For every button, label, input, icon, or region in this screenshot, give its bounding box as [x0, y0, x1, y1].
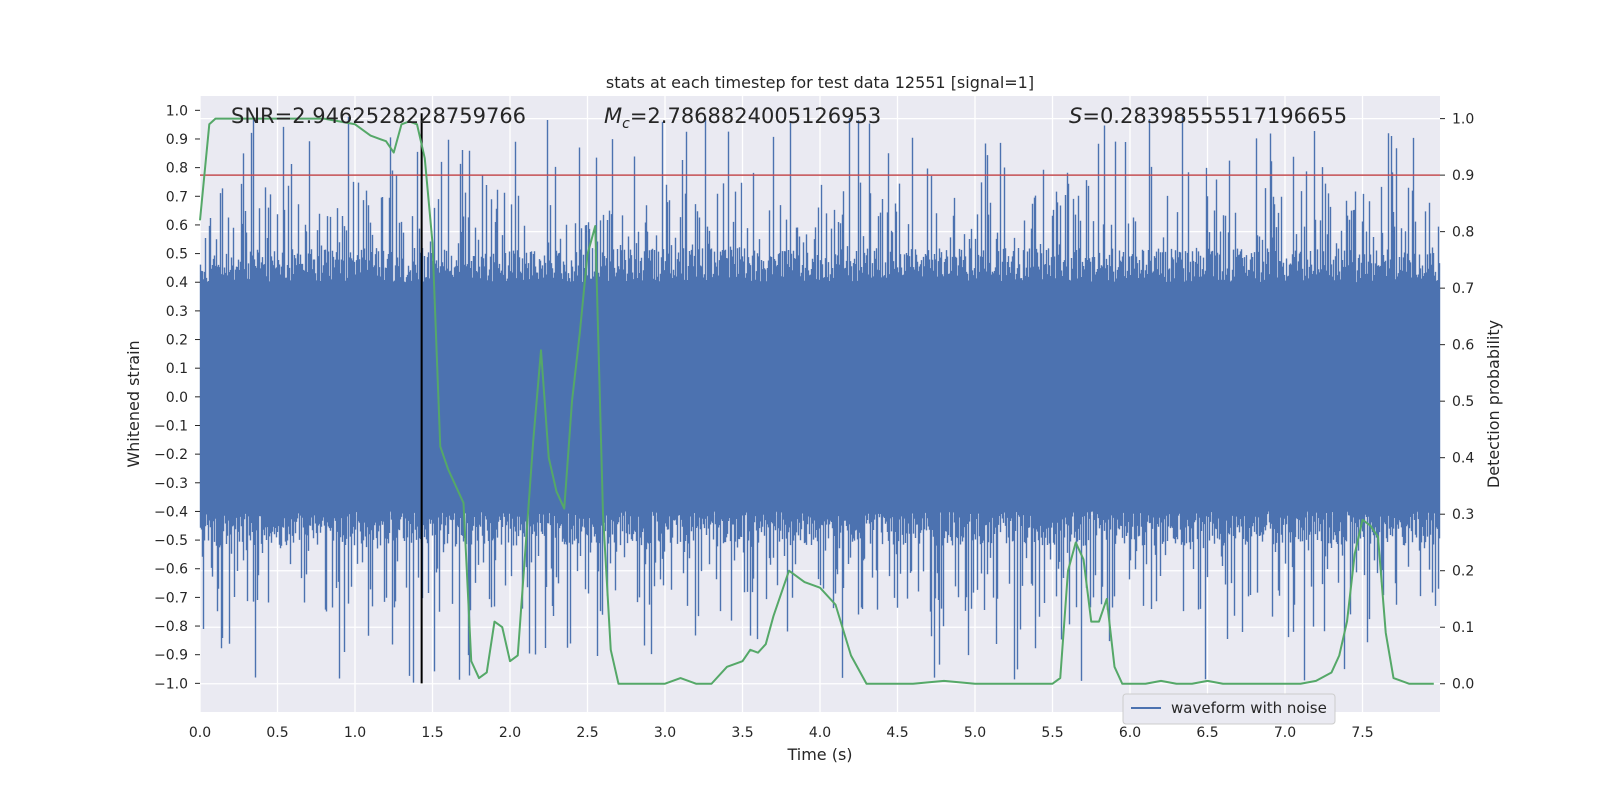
y-right-tick-label: 0.9 [1452, 168, 1474, 184]
chart-title: stats at each timestep for test data 125… [606, 73, 1034, 92]
x-tick-label: 6.5 [1196, 725, 1218, 741]
legend: waveform with noise [1122, 693, 1336, 725]
y-left-tick-label: −0.2 [154, 447, 188, 463]
y-right-tick-label: 0.1 [1452, 620, 1474, 636]
snr-annotation: SNR=2.9462528228759766 [231, 104, 526, 128]
x-tick-label: 3.0 [654, 725, 676, 741]
y-right-tick-label: 1.0 [1452, 112, 1474, 128]
detection-probability-line [199, 117, 1434, 685]
y-left-tick-label: 0.3 [166, 304, 188, 320]
x-tick-label: 5.5 [1041, 725, 1063, 741]
y-right-tick-label: 0.8 [1452, 225, 1474, 241]
y-right-tick-label: 0.7 [1452, 281, 1474, 297]
y-right-tick-label: 0.5 [1452, 394, 1474, 410]
y-left-tick-label: −0.6 [154, 562, 188, 578]
y-left-axis-title: Whitened strain [124, 340, 143, 467]
y-left-tick-label: −0.4 [154, 504, 188, 520]
chirp-mass-subscript: c [622, 116, 630, 132]
y-right-tick-label: 0.6 [1452, 338, 1474, 354]
x-tick-label: 0.0 [189, 725, 211, 741]
y-left-tick-label: −0.5 [154, 533, 188, 549]
detection-series [199, 117, 1434, 685]
legend-label: waveform with noise [1171, 699, 1327, 717]
y-left-axis-ticks: 1.0 0.9 0.8 0.7 0.6 0.5 0.4 0.3 0.2 0.1 0.0 −0.1 −0.… [154, 103, 200, 692]
x-tick-label: 1.5 [421, 725, 443, 741]
y-left-tick-label: −0.7 [154, 590, 188, 606]
y-left-tick-label: 0.7 [166, 189, 188, 205]
s-symbol: S [1069, 104, 1082, 128]
y-left-tick-label: 0.1 [166, 361, 188, 377]
s-value: =0.28398555517196655 [1082, 104, 1347, 128]
x-tick-label: 7.5 [1351, 725, 1373, 741]
y-right-tick-label: 0.0 [1452, 677, 1474, 693]
y-right-tick-label: 0.3 [1452, 507, 1474, 523]
y-right-tick-label: 0.2 [1452, 564, 1474, 580]
waveform-line [199, 116, 1441, 683]
y-left-tick-label: 0.8 [166, 161, 188, 177]
x-tick-label: 4.0 [809, 725, 831, 741]
y-left-tick-label: 0.2 [166, 333, 188, 349]
x-tick-label: 2.5 [576, 725, 598, 741]
y-left-tick-label: 0.9 [166, 132, 188, 148]
chirp-mass-symbol: M [604, 104, 622, 128]
y-left-tick-label: −0.9 [154, 648, 188, 664]
legend-box [1122, 693, 1336, 725]
y-left-tick-label: 0.6 [166, 218, 188, 234]
y-left-tick-label: −0.3 [154, 476, 188, 492]
waveform-series [199, 116, 1441, 683]
x-tick-label: 5.0 [964, 725, 986, 741]
x-tick-label: 7.0 [1274, 725, 1296, 741]
x-axis-title: Time (s) [786, 745, 852, 764]
y-left-tick-label: −1.0 [154, 676, 188, 692]
y-right-tick-label: 0.4 [1452, 451, 1474, 467]
y-left-tick-label: 0.4 [166, 275, 188, 291]
x-tick-label: 3.5 [731, 725, 753, 741]
y-left-tick-label: 0.5 [166, 247, 188, 263]
x-tick-label: 0.5 [266, 725, 288, 741]
chirp-mass-annotation: Mc=2.7868824005126953 [604, 104, 881, 132]
y-left-tick-label: −0.8 [154, 619, 188, 635]
y-left-tick-label: −0.1 [154, 418, 188, 434]
x-tick-label: 6.0 [1119, 725, 1141, 741]
s-annotation: S=0.28398555517196655 [1069, 104, 1347, 128]
x-tick-label: 1.0 [344, 725, 366, 741]
y-left-tick-label: 0.0 [166, 390, 188, 406]
y-left-tick-label: 1.0 [166, 103, 188, 119]
x-tick-label: 2.0 [499, 725, 521, 741]
x-axis-ticks: 0.0 0.5 1.0 1.5 2.0 2.5 3.0 3.5 4.0 4.5 5.0 5.5 6.0 6… [189, 725, 1374, 741]
y-right-axis-ticks: 1.0 0.9 0.8 0.7 0.6 0.5 0.4 0.3 0.2 0.1 0.0 [1440, 112, 1474, 693]
y-right-axis-title: Detection probability [1484, 320, 1503, 488]
x-tick-label: 4.5 [886, 725, 908, 741]
chirp-mass-value: =2.7868824005126953 [630, 104, 881, 128]
